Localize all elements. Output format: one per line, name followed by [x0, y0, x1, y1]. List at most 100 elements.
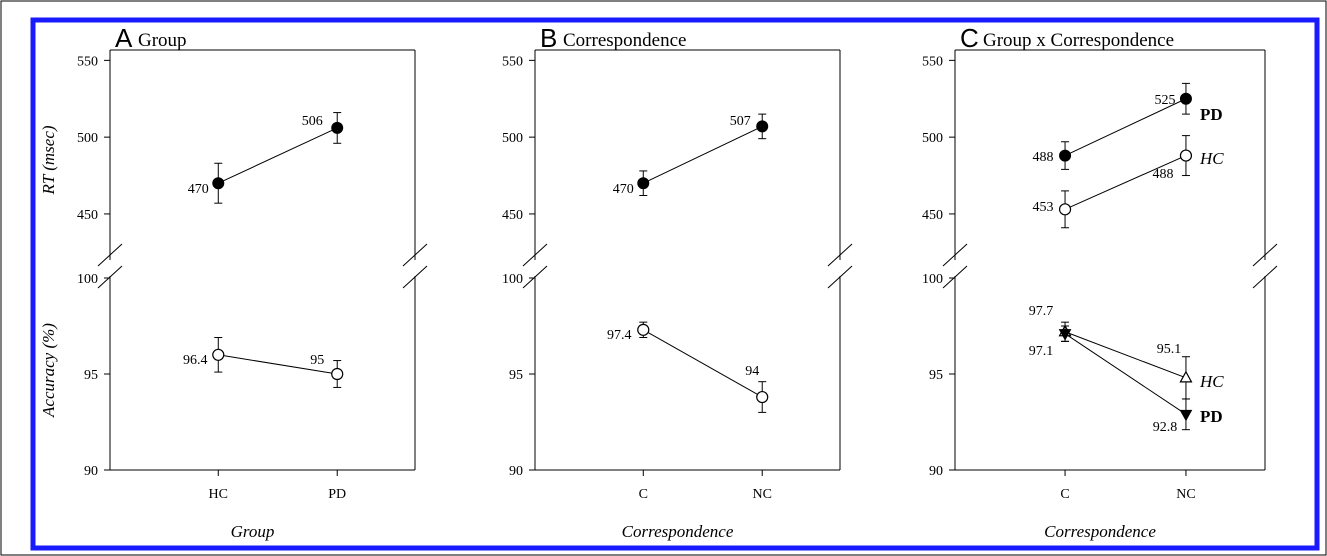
- series-line: [218, 127, 338, 184]
- data-label: 506: [302, 114, 323, 129]
- data-label: 95.1: [1157, 342, 1182, 357]
- series-rt-0: [212, 112, 344, 204]
- series-label: PD: [1200, 105, 1223, 124]
- y-tick-label: 450: [77, 208, 98, 223]
- data-point: [331, 121, 344, 134]
- panel-letter: B: [540, 23, 557, 53]
- series-accuracy-1: [1058, 325, 1193, 431]
- data-label: 470: [188, 182, 209, 197]
- data-point: [1179, 149, 1193, 162]
- y-tick-label: 100: [922, 272, 943, 287]
- axis-break-mark: [402, 265, 428, 289]
- series-label: HC: [1199, 149, 1224, 168]
- axis-break-mark: [97, 243, 123, 267]
- blue-frame: [30, 17, 1320, 551]
- data-point: [1058, 203, 1072, 216]
- data-point: [756, 120, 769, 133]
- series-label: PD: [1200, 407, 1223, 426]
- data-label: 525: [1154, 93, 1175, 108]
- data-label: 96.4: [183, 353, 208, 368]
- data-label: 97.1: [1029, 344, 1054, 359]
- x-tick-label: C: [639, 487, 648, 502]
- y-tick-label: 450: [922, 208, 943, 223]
- data-label: 95: [310, 353, 324, 368]
- data-label: 97.4: [607, 328, 632, 343]
- series-line: [218, 354, 338, 375]
- x-axis-title: Correspondence: [622, 522, 734, 541]
- data-label: 507: [730, 114, 751, 129]
- y-tick-label: 550: [502, 54, 523, 69]
- data-point: [212, 177, 225, 190]
- data-point: [331, 367, 344, 381]
- panel-c: C Group x Correspondence 450 500 550 90 95 100 C…: [922, 23, 1278, 541]
- y-tick-label: 90: [84, 464, 98, 479]
- panel-b: B Correspondence 450 500 550 90 95 100 C NC Corres…: [502, 23, 853, 541]
- axis-break-mark: [1252, 265, 1278, 289]
- series-line: [1064, 333, 1187, 415]
- axis-break-mark: [402, 243, 428, 267]
- y-axis-title-rt: RT (msec): [39, 125, 58, 195]
- y-tick-label: 90: [929, 464, 943, 479]
- series-line: [1064, 331, 1187, 379]
- data-label: 488: [1152, 167, 1173, 182]
- data-label: 97.7: [1029, 304, 1054, 319]
- y-tick-label: 95: [509, 368, 523, 383]
- data-point: [1179, 409, 1193, 422]
- series-rt-0: [637, 113, 769, 196]
- data-point: [1179, 370, 1193, 383]
- panel-letter: A: [115, 23, 133, 53]
- panel-title: Correspondence: [563, 30, 686, 51]
- data-point: [1058, 329, 1072, 341]
- series-line: [1064, 98, 1187, 157]
- y-tick-label: 450: [502, 208, 523, 223]
- x-tick-label: NC: [752, 487, 771, 502]
- y-tick-label: 550: [77, 54, 98, 69]
- series-accuracy-0: [212, 337, 344, 388]
- x-axis-title: Correspondence: [1044, 522, 1156, 541]
- y-tick-label: 500: [77, 131, 98, 146]
- series-line: [643, 125, 763, 184]
- panel-title: Group x Correspondence: [983, 30, 1174, 51]
- data-label: 453: [1033, 200, 1054, 215]
- data-point: [212, 348, 225, 361]
- x-axis-title: Group: [231, 522, 275, 541]
- y-tick-label: 95: [929, 368, 943, 383]
- data-point: [756, 390, 769, 404]
- y-tick-label: 95: [84, 368, 98, 383]
- data-point: [637, 323, 650, 336]
- data-label: 470: [613, 182, 634, 197]
- x-tick-label: NC: [1176, 487, 1195, 502]
- y-tick-label: 550: [922, 54, 943, 69]
- y-tick-label: 100: [502, 272, 523, 287]
- series-accuracy-0: [637, 321, 769, 413]
- series-rt-0: [1059, 82, 1192, 170]
- axis-break-mark: [827, 265, 853, 289]
- x-tick-label: PD: [328, 487, 346, 502]
- y-tick-label: 90: [509, 464, 523, 479]
- y-tick-label: 500: [922, 131, 943, 146]
- axis-break-mark: [522, 265, 548, 289]
- axis-break-mark: [827, 243, 853, 267]
- data-point: [1059, 149, 1072, 162]
- axis-break-mark: [97, 265, 123, 289]
- data-label: 94: [745, 364, 759, 379]
- y-axis-title-accuracy: Accuracy (%): [39, 323, 58, 418]
- y-tick-label: 500: [502, 131, 523, 146]
- x-tick-label: HC: [209, 487, 228, 502]
- data-point: [1179, 92, 1192, 105]
- axis-break-mark: [942, 243, 968, 267]
- data-label: 488: [1033, 150, 1054, 165]
- series-rt-1: [1058, 135, 1193, 229]
- panel-letter: C: [960, 23, 979, 53]
- series-line: [643, 329, 763, 398]
- series-line: [1064, 155, 1187, 210]
- axis-break-mark: [1252, 243, 1278, 267]
- data-point: [637, 177, 650, 190]
- axis-break-mark: [522, 243, 548, 267]
- series-label: HC: [1199, 372, 1224, 391]
- panel-title: Group: [138, 30, 187, 51]
